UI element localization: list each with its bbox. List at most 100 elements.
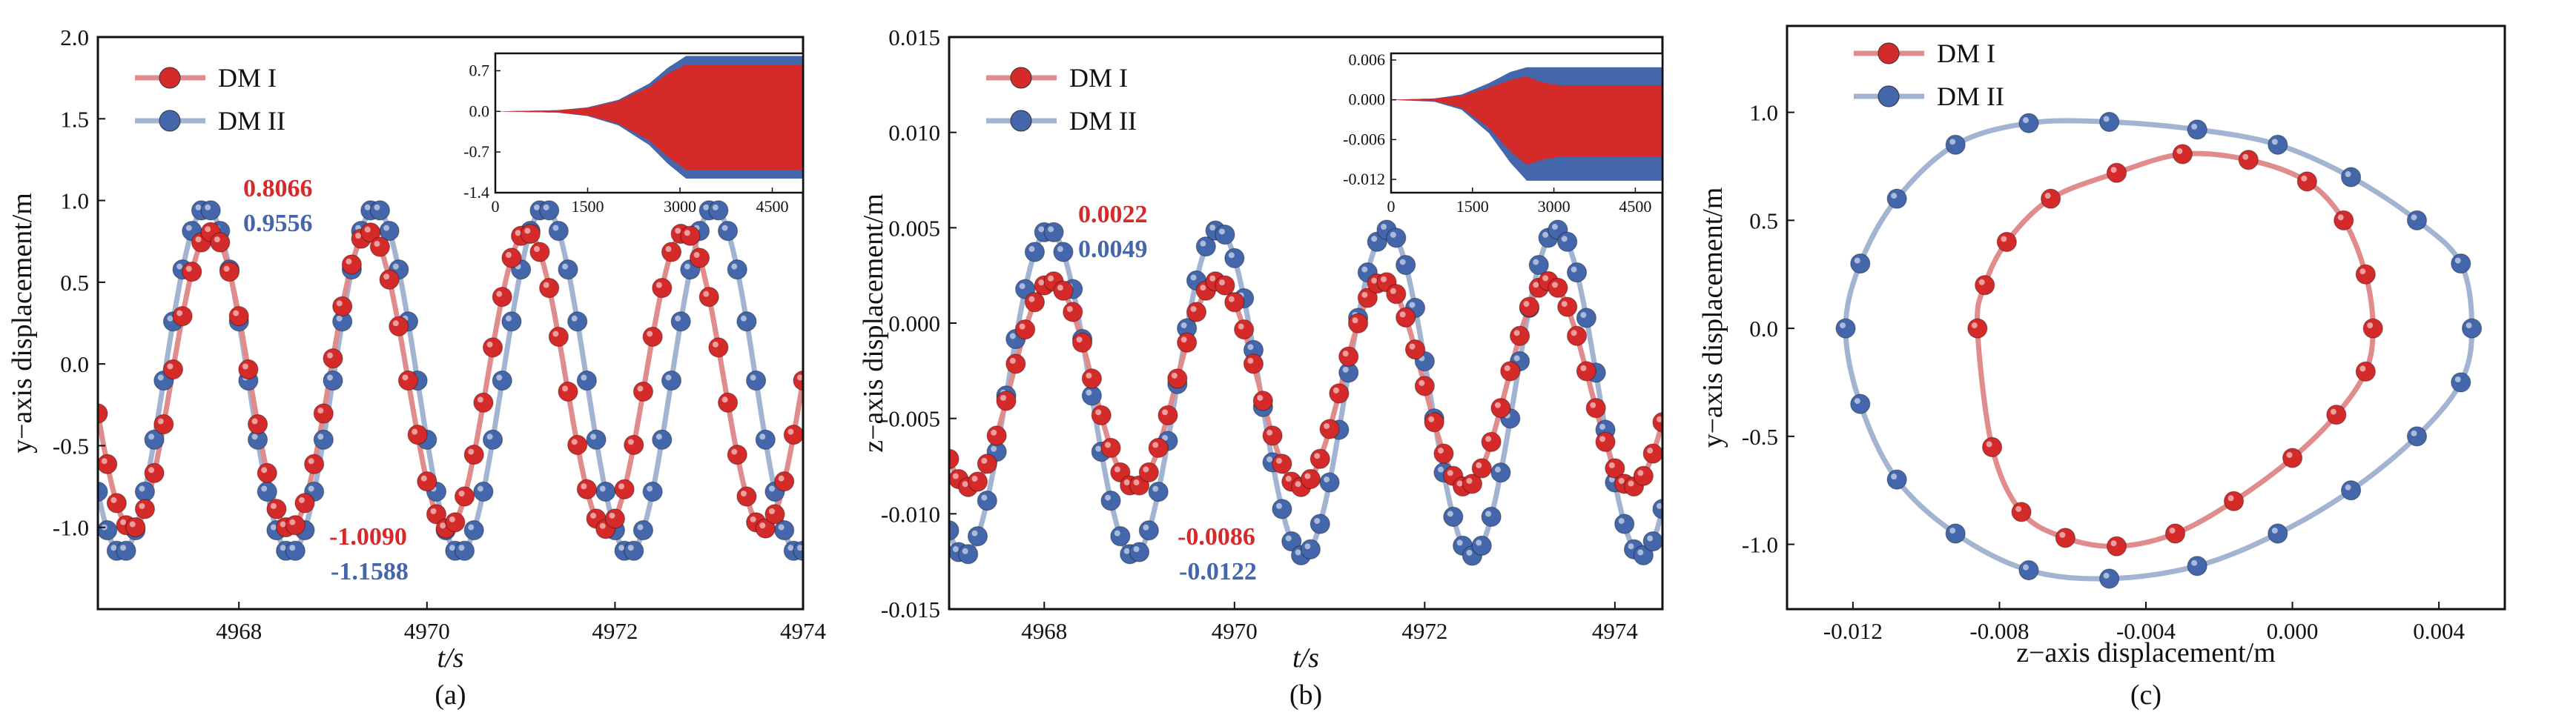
series-1-point-highlight <box>740 491 747 497</box>
series-1-point-highlight <box>1009 357 1016 364</box>
series-2-point-highlight <box>552 225 559 231</box>
orbit-1-point-highlight <box>1971 322 1978 329</box>
series-2-point-highlight <box>1437 466 1444 473</box>
series-1-point-highlight <box>364 226 371 233</box>
series-1-point-highlight <box>157 418 164 425</box>
series-1-point-highlight <box>458 491 465 497</box>
series-2-point <box>958 544 979 565</box>
axis-ytick-label: -1.0 <box>53 515 89 541</box>
series-1-point-highlight <box>1314 453 1321 459</box>
series-1-point-highlight <box>1542 275 1549 282</box>
series-2-point-highlight <box>991 445 997 452</box>
orbit-2-point-highlight <box>1891 474 1898 480</box>
series-2-point-highlight <box>1143 524 1149 531</box>
series-1-point-highlight <box>185 265 192 272</box>
series-2-point-highlight <box>647 485 653 492</box>
series-1-point <box>294 493 315 514</box>
panel-b: -0.015 -0.010 -0.005 0.000 0.005 0.010 0.015 49… <box>858 24 1664 711</box>
series-2-point <box>1566 262 1588 283</box>
series-1-point <box>1557 296 1578 317</box>
series-1-point <box>1510 325 1530 346</box>
orbit-1-point <box>2223 491 2245 511</box>
series-1-point <box>1319 419 1340 439</box>
series-2-point-highlight <box>1105 494 1112 501</box>
series-2-point <box>727 259 747 280</box>
series-1-point-highlight <box>750 516 756 522</box>
axis-frame <box>96 36 805 611</box>
series-2-point <box>1100 491 1121 511</box>
series-1-point <box>689 248 710 268</box>
orbit-1-point-highlight <box>2044 193 2051 199</box>
axis-xtick-label: 4970 <box>404 618 450 644</box>
series-2-point-highlight <box>458 545 465 551</box>
inset-ytick-label: 0.7 <box>469 62 490 80</box>
axis-ytick-label: -0.5 <box>53 433 89 459</box>
panel-label: (b) <box>1289 680 1322 711</box>
series-2-point-highlight <box>768 485 775 492</box>
series-1-point-highlight <box>1275 457 1282 464</box>
series-1-point-highlight <box>1332 387 1339 393</box>
inset-chart: -1.4 -0.7 0.0 0.7 0 1500 3000 4500 <box>463 52 805 216</box>
series-2-point-highlight <box>1571 266 1577 273</box>
panel-c: -1.0 -0.5 0.0 0.5 1.0 -0.012 -0.008 -0.004 0.000… <box>1697 24 2506 711</box>
series-2-point-highlight <box>251 434 258 440</box>
series-2-point <box>285 540 306 561</box>
series-2-point <box>1396 254 1416 276</box>
series-1-point <box>379 269 400 290</box>
orbit-1-point-highlight <box>2015 505 2022 512</box>
series-1-point-highlight <box>468 448 475 455</box>
series-1-point <box>1500 361 1521 382</box>
series-2-point-highlight <box>280 545 286 551</box>
orbit-1-point-highlight <box>2110 167 2117 173</box>
series-1-point <box>454 486 475 507</box>
series-1-point-highlight <box>797 374 803 381</box>
series-1-point <box>783 425 803 445</box>
series-1-point <box>558 381 578 402</box>
annotation-max-series2: 0.9556 <box>243 210 313 237</box>
legend-label-1: DM I <box>1069 63 1128 93</box>
series-2-point <box>1043 222 1064 242</box>
orbit-2-point <box>1945 134 1966 155</box>
series-1-point-highlight <box>1352 317 1358 324</box>
series-1-point-highlight <box>374 241 380 248</box>
series-2-point-highlight <box>627 545 634 551</box>
series-2-point <box>558 259 578 280</box>
series-1-point-highlight <box>981 457 988 464</box>
orbit-2-point-highlight <box>2191 123 2198 130</box>
series-1-point <box>1234 319 1255 340</box>
series-1-point <box>162 359 184 380</box>
series-1-point-highlight <box>1476 462 1482 468</box>
series-1-point <box>1177 332 1198 353</box>
orbit-1-point-highlight <box>2059 531 2066 538</box>
legend-label-2: DM II <box>1937 82 2004 111</box>
series-1-point <box>1386 284 1407 305</box>
series-1-point-highlight <box>1304 473 1311 479</box>
series-1-point-highlight <box>1419 379 1425 386</box>
series-2-point-highlight <box>1304 543 1311 550</box>
series-1-point <box>1300 468 1321 490</box>
series-2-point-highlight <box>148 434 155 440</box>
series-1-point <box>257 462 277 483</box>
series-1-point-highlight <box>1238 323 1244 330</box>
series-2-point-highlight <box>1513 355 1520 362</box>
series-1-point-highlight <box>412 428 418 435</box>
y-axis-title: z−axis displacement/m <box>858 193 889 453</box>
series-2-point <box>98 519 118 541</box>
series-2-point <box>492 370 512 391</box>
series-2-point-highlight <box>1009 333 1016 339</box>
series-1-point-highlight <box>1162 409 1169 416</box>
series-line-1 <box>949 278 1662 490</box>
series-2-point-highlight <box>1618 518 1625 525</box>
inset-ytick-label: 0.000 <box>1349 90 1386 109</box>
inset-xtick-label: 3000 <box>1538 197 1571 216</box>
series-1-point-highlight <box>1513 330 1520 336</box>
orbit-2-point-highlight <box>2103 572 2110 579</box>
orbit-2-point <box>1886 188 1907 209</box>
series-2-point <box>633 519 654 541</box>
series-1-point <box>134 499 155 519</box>
inset-frame <box>494 52 805 194</box>
series-2-point-highlight <box>1361 266 1368 273</box>
series-2-point <box>1215 224 1235 245</box>
series-1-point-highlight <box>1095 409 1102 416</box>
axis-xtick-label: 4974 <box>1592 618 1639 644</box>
